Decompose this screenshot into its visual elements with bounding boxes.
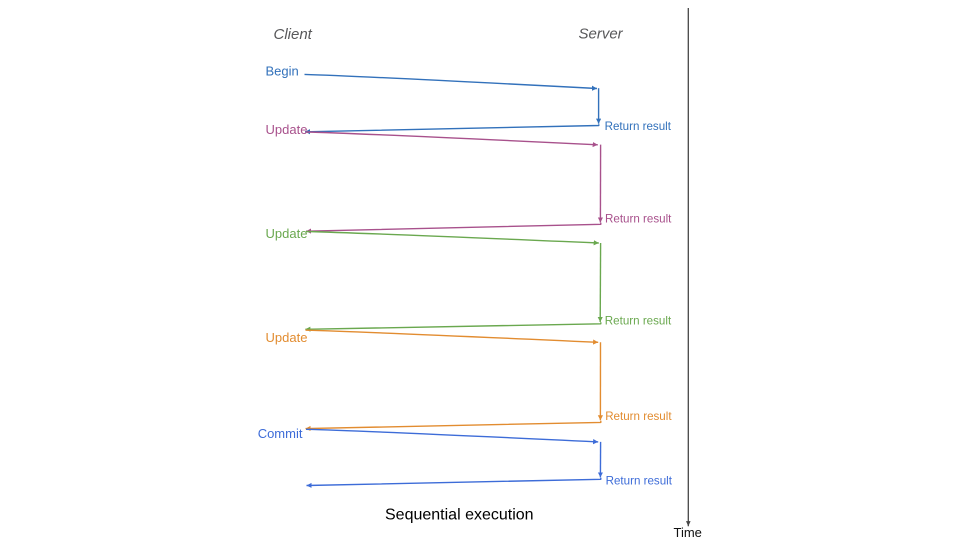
svg-text:Begin: Begin [266, 64, 299, 79]
svg-text:Time: Time [674, 525, 702, 540]
svg-text:Sequential execution: Sequential execution [385, 507, 534, 524]
svg-text:Client: Client [274, 26, 313, 43]
svg-text:Update: Update [266, 330, 308, 345]
svg-text:Update: Update [266, 226, 308, 241]
svg-text:Update: Update [266, 122, 308, 137]
svg-text:Return result: Return result [605, 120, 672, 133]
svg-text:Return result: Return result [605, 213, 672, 226]
svg-text:Return result: Return result [605, 410, 672, 423]
svg-text:Commit: Commit [258, 426, 303, 441]
svg-text:Return result: Return result [606, 475, 673, 488]
svg-text:Server: Server [579, 25, 624, 42]
svg-text:Return result: Return result [605, 315, 672, 328]
